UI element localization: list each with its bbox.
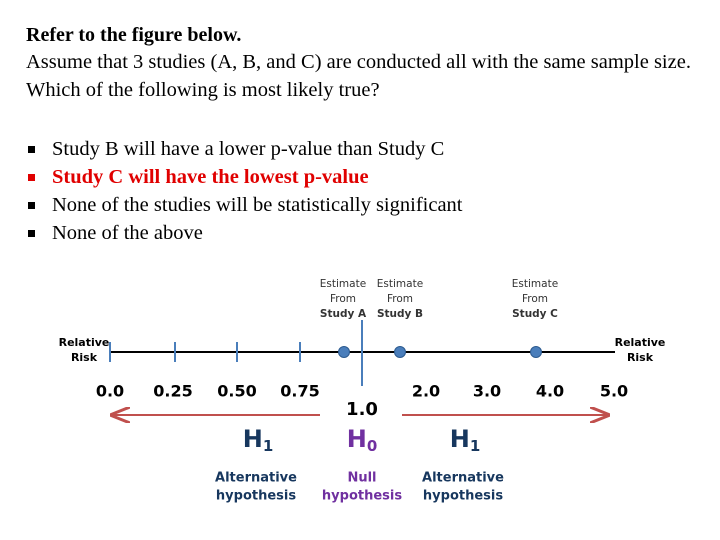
axis-label: Risk bbox=[627, 351, 654, 364]
estimate-point bbox=[394, 346, 406, 358]
hypothesis-label: hypothesis bbox=[216, 489, 296, 504]
tick-label: 2.0 bbox=[412, 382, 440, 401]
subscript: 1 bbox=[263, 437, 273, 455]
axis-label: Risk bbox=[71, 351, 98, 364]
subscript: 0 bbox=[367, 437, 377, 455]
hypothesis-label: hypothesis bbox=[322, 489, 402, 504]
title: Refer to the figure below. bbox=[26, 24, 242, 46]
estimate-label: Study A bbox=[320, 308, 367, 320]
option: Study C will have the lowest p-value bbox=[26, 163, 463, 191]
estimate-label: Estimate bbox=[512, 278, 558, 290]
tick-label: 0.50 bbox=[217, 382, 256, 401]
symbol: H bbox=[450, 425, 470, 453]
tick-label: 4.0 bbox=[536, 382, 564, 401]
option: Study B will have a lower p-value than S… bbox=[26, 135, 463, 163]
hypothesis-label: Null bbox=[347, 471, 376, 486]
estimate-point bbox=[338, 346, 350, 358]
hypothesis-symbol: H1 bbox=[243, 425, 274, 455]
estimate-point bbox=[530, 346, 542, 358]
hypothesis-symbol: H1 bbox=[450, 425, 481, 455]
estimate-label: Study C bbox=[512, 308, 558, 320]
estimate-label: Estimate bbox=[320, 278, 366, 290]
axis-label: Relative bbox=[59, 336, 110, 349]
subscript: 1 bbox=[470, 437, 480, 455]
hypothesis-label: hypothesis bbox=[423, 489, 503, 504]
options: Study B will have a lower p-value than S… bbox=[26, 135, 463, 247]
option: None of the above bbox=[26, 219, 463, 247]
tick-label: 0.75 bbox=[280, 382, 319, 401]
hypothesis-symbol: H0 bbox=[347, 425, 378, 455]
axis-label: Relative bbox=[615, 336, 666, 349]
estimate-label: Estimate bbox=[377, 278, 423, 290]
estimate-label: From bbox=[522, 293, 548, 305]
estimate-label: From bbox=[387, 293, 413, 305]
tick-label: 5.0 bbox=[600, 382, 628, 401]
estimate-label: From bbox=[330, 293, 356, 305]
hypothesis-label: Alternative bbox=[215, 471, 297, 486]
tick-label: 3.0 bbox=[473, 382, 501, 401]
tick-label: 1.0 bbox=[346, 399, 378, 420]
question: Assume that 3 studies (A, B, and C) are … bbox=[26, 51, 691, 101]
estimate-label: Study B bbox=[377, 308, 423, 320]
tick-label: 0.25 bbox=[153, 382, 192, 401]
symbol: H bbox=[347, 425, 367, 453]
symbol: H bbox=[243, 425, 263, 453]
hypothesis-label: Alternative bbox=[422, 471, 504, 486]
option: None of the studies will be statisticall… bbox=[26, 191, 463, 219]
tick-label: 0.0 bbox=[96, 382, 124, 401]
